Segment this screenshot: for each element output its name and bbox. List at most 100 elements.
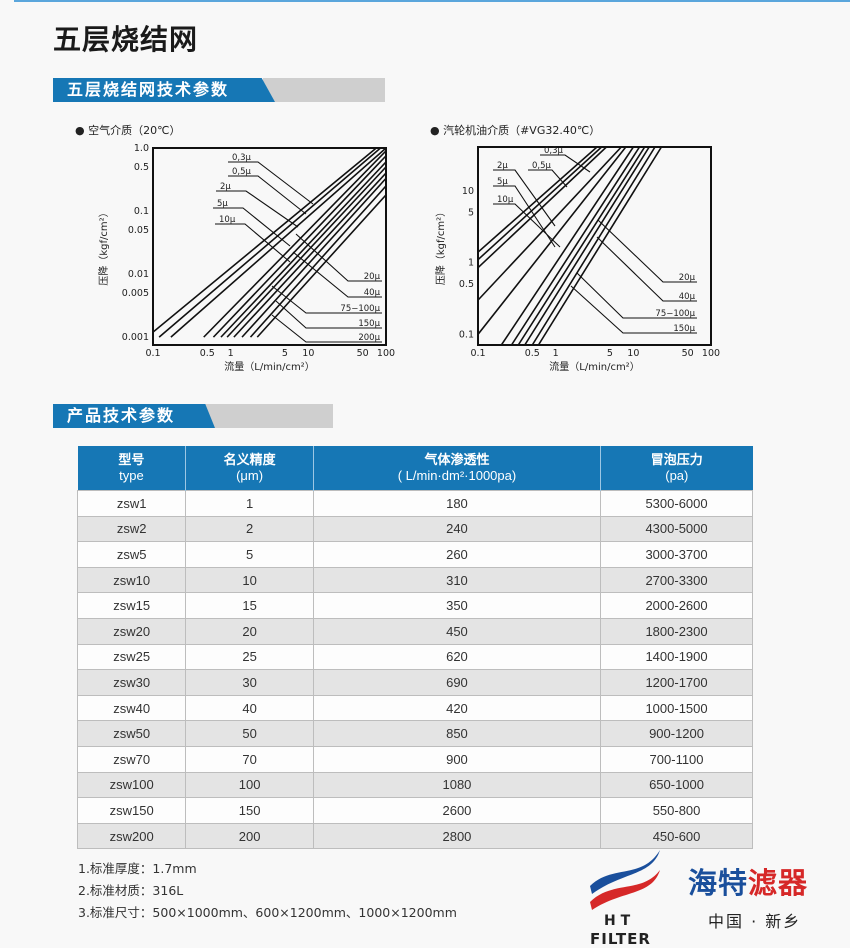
curve-label: 0,5μ — [532, 161, 552, 171]
curve-line — [249, 185, 386, 338]
curve-label: 2μ — [220, 182, 231, 192]
y-tick-label: 10 — [462, 186, 474, 197]
x-tick-label: 0.1 — [145, 348, 160, 359]
curve-line — [212, 155, 386, 338]
table-cell: 2000-2600 — [600, 592, 753, 619]
y-tick-label: 1 — [468, 258, 474, 269]
header-line2: type — [119, 468, 144, 483]
curve-line — [220, 161, 386, 338]
curve-line — [203, 150, 386, 338]
table-cell: 70 — [185, 745, 314, 773]
curve-label: 0,5μ — [232, 167, 252, 177]
curve-label: 150μ — [358, 319, 380, 329]
table-cell: 4300-5000 — [600, 515, 753, 543]
leader-line — [216, 190, 299, 228]
curve-label: 5μ — [497, 177, 508, 187]
x-tick-label: 100 — [702, 348, 720, 359]
y-tick-label: 0.01 — [128, 269, 149, 280]
curve-label: 20μ — [364, 272, 381, 282]
section-title: 五层烧结网技术参数 — [53, 78, 275, 102]
table-cell: 2 — [185, 515, 314, 543]
table-cell: zsw15 — [76, 592, 187, 619]
leader-line — [570, 285, 697, 334]
table-cell: 700-1100 — [600, 745, 753, 773]
curve-label: 20μ — [679, 273, 696, 283]
table-cell: 350 — [312, 592, 602, 619]
curve-label: 0,3μ — [544, 146, 564, 156]
table-cell: 30 — [185, 669, 314, 696]
logo-word: FILTER — [590, 930, 651, 946]
curve-line — [537, 147, 663, 345]
x-tick-label: 1 — [228, 348, 234, 359]
table-cell: 50 — [185, 720, 314, 747]
note: 2.标准材质：316L — [78, 883, 184, 898]
column-header: 气体渗透性( L/min·dm²·1000pa) — [313, 446, 602, 491]
section-header-product: 产品技术参数 — [53, 404, 333, 428]
curve-label: 150μ — [673, 324, 695, 334]
y-tick-label: 1.0 — [134, 143, 149, 154]
table-cell: 180 — [312, 490, 602, 517]
brand-part1: 海特 — [688, 866, 749, 900]
table-row: zsw20 20 450 1800-2300 — [76, 617, 753, 645]
table-row: zsw15 15 350 2000-2600 — [76, 592, 753, 619]
leader-line — [597, 219, 697, 283]
table-row: zsw40 40 420 1000-1500 — [76, 694, 753, 722]
table-cell: 15 — [185, 592, 314, 619]
section-title: 产品技术参数 — [53, 404, 215, 428]
x-tick-label: 10 — [627, 348, 639, 359]
spec-table: 型号 type 名义精度 (μm) 气体渗透性( L/min·dm²·1000pa) 冒泡… — [76, 446, 753, 850]
table-cell: 620 — [312, 643, 602, 671]
curve-line — [478, 147, 627, 335]
curve-line — [510, 147, 641, 345]
curve-line — [233, 172, 386, 338]
table-cell: 100 — [185, 771, 314, 799]
y-tick-label: 0.05 — [128, 225, 149, 236]
table-cell: zsw2 — [76, 515, 187, 543]
curve-line — [478, 147, 622, 301]
note: 1.标准厚度：1.7mm — [78, 861, 197, 876]
curve-label: 75−100μ — [655, 309, 695, 319]
table-cell: zsw200 — [76, 822, 187, 850]
table-cell: 1 — [185, 490, 314, 517]
y-tick-label: 0.001 — [122, 332, 149, 343]
chart2-title: ● 汽轮机油介质（#VG32.40℃） — [430, 124, 601, 137]
table-row: zsw100 100 1080 650-1000 — [76, 771, 753, 799]
table-cell: zsw25 — [76, 643, 187, 671]
table-cell: 240 — [312, 515, 602, 543]
ht-filter-logo: H T FILTER — [590, 850, 660, 946]
header-line1: 型号 — [118, 452, 145, 467]
curve-line — [500, 147, 634, 345]
leader-line — [540, 154, 591, 173]
curve-label: 40μ — [679, 292, 696, 302]
plot-frame — [477, 146, 712, 346]
leader-line — [228, 161, 314, 205]
logo-letters: H T — [604, 913, 631, 929]
header-line2: (μm) — [236, 468, 264, 483]
table-cell: zsw40 — [76, 694, 187, 722]
x-axis-label: 流量（L/min/cm²） — [224, 360, 314, 373]
leader-line — [528, 169, 568, 188]
table-cell: 5300-6000 — [600, 490, 753, 517]
table-cell: 10 — [185, 566, 314, 594]
table-cell: 690 — [312, 669, 602, 696]
x-tick-label: 100 — [377, 348, 395, 359]
y-tick-label: 0.1 — [459, 329, 474, 340]
section-header-sintered-mesh: 五层烧结网技术参数 — [53, 78, 385, 102]
curve-line — [158, 148, 382, 338]
y-tick-label: 0.005 — [122, 288, 149, 299]
curve-line — [517, 147, 646, 345]
y-tick-label: 5 — [468, 208, 474, 219]
x-tick-label: 0.5 — [525, 348, 540, 359]
table-cell: 40 — [185, 694, 314, 722]
curve-label: 10μ — [497, 195, 514, 205]
curve-line — [241, 177, 386, 338]
table-row: zsw25 25 620 1400-1900 — [76, 643, 753, 671]
x-tick-label: 50 — [682, 348, 694, 359]
page-title: 五层烧结网 — [53, 23, 199, 56]
table-row: zsw150 150 2600 550-800 — [76, 797, 753, 824]
table-row: zsw200 200 2800 450-600 — [76, 822, 753, 850]
table-row: zsw50 50 850 900-1200 — [76, 720, 753, 747]
table-cell: 150 — [185, 797, 314, 824]
chart1-title: ● 空气介质（20℃） — [75, 124, 181, 137]
curve-label: 2μ — [497, 161, 508, 171]
